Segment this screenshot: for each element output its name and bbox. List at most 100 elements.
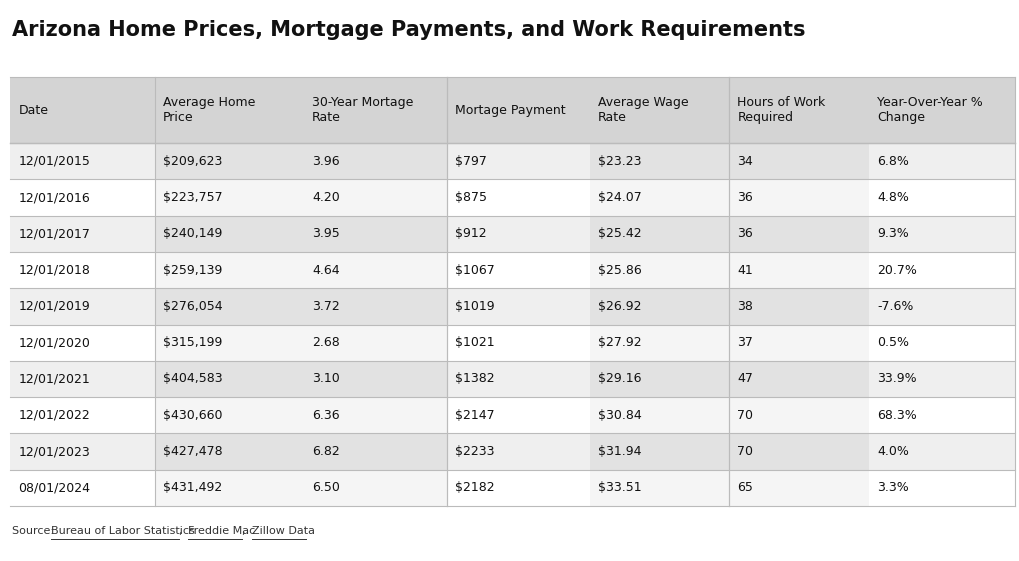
- Bar: [868, 143, 1014, 180]
- Text: 12/01/2015: 12/01/2015: [18, 155, 90, 168]
- Text: 4.64: 4.64: [312, 264, 339, 277]
- Text: $431,492: $431,492: [163, 481, 222, 494]
- Bar: [729, 180, 868, 215]
- Bar: [589, 361, 729, 397]
- Bar: [729, 252, 868, 288]
- Bar: [446, 252, 589, 288]
- Text: 6.82: 6.82: [312, 445, 339, 458]
- Bar: [729, 324, 868, 361]
- Text: 3.3%: 3.3%: [876, 481, 908, 494]
- Text: $1019: $1019: [454, 300, 494, 313]
- Text: 68.3%: 68.3%: [876, 409, 916, 422]
- Bar: [589, 180, 729, 215]
- Text: 0.5%: 0.5%: [876, 336, 908, 349]
- Text: Average Home
Price: Average Home Price: [163, 96, 256, 124]
- Text: 3.96: 3.96: [312, 155, 339, 168]
- Text: $25.86: $25.86: [597, 264, 641, 277]
- Text: Source:: Source:: [12, 526, 58, 536]
- Bar: [155, 215, 304, 252]
- Text: 4.8%: 4.8%: [876, 191, 908, 204]
- Text: $30.84: $30.84: [597, 409, 641, 422]
- Bar: [446, 288, 589, 324]
- Text: 12/01/2019: 12/01/2019: [18, 300, 90, 313]
- Text: $912: $912: [454, 227, 486, 240]
- Text: $315,199: $315,199: [163, 336, 222, 349]
- Bar: [868, 180, 1014, 215]
- Text: 41: 41: [737, 264, 752, 277]
- Text: $1067: $1067: [454, 264, 494, 277]
- Text: 36: 36: [737, 227, 752, 240]
- Text: $259,139: $259,139: [163, 264, 222, 277]
- Bar: [868, 324, 1014, 361]
- Text: $27.92: $27.92: [597, 336, 641, 349]
- Text: 08/01/2024: 08/01/2024: [18, 481, 91, 494]
- Text: 12/01/2020: 12/01/2020: [18, 336, 90, 349]
- Bar: [10, 180, 155, 215]
- Bar: [155, 324, 304, 361]
- Bar: [446, 397, 589, 434]
- Text: $797: $797: [454, 155, 486, 168]
- Text: $25.42: $25.42: [597, 227, 641, 240]
- Bar: [446, 324, 589, 361]
- Text: Date: Date: [18, 104, 48, 117]
- Bar: [729, 470, 868, 506]
- Bar: [10, 434, 155, 470]
- Bar: [304, 434, 446, 470]
- Text: 12/01/2023: 12/01/2023: [18, 445, 90, 458]
- Text: 9.3%: 9.3%: [876, 227, 908, 240]
- Text: 20.7%: 20.7%: [876, 264, 916, 277]
- Text: $26.92: $26.92: [597, 300, 641, 313]
- Bar: [446, 215, 589, 252]
- Bar: [10, 288, 155, 324]
- Text: Hours of Work
Required: Hours of Work Required: [737, 96, 825, 124]
- Text: 47: 47: [737, 373, 753, 385]
- Text: $1021: $1021: [454, 336, 494, 349]
- Bar: [304, 252, 446, 288]
- Text: Freddie Mac: Freddie Mac: [189, 526, 256, 536]
- Text: ,: ,: [178, 526, 185, 536]
- Text: $240,149: $240,149: [163, 227, 222, 240]
- Bar: [304, 324, 446, 361]
- Bar: [589, 215, 729, 252]
- Bar: [155, 180, 304, 215]
- Bar: [589, 397, 729, 434]
- Bar: [868, 434, 1014, 470]
- Bar: [868, 361, 1014, 397]
- Text: 12/01/2021: 12/01/2021: [18, 373, 90, 385]
- Bar: [868, 252, 1014, 288]
- Bar: [729, 288, 868, 324]
- Bar: [729, 397, 868, 434]
- Bar: [729, 143, 868, 180]
- Text: 6.36: 6.36: [312, 409, 339, 422]
- Text: 38: 38: [737, 300, 753, 313]
- Bar: [304, 215, 446, 252]
- Text: 12/01/2018: 12/01/2018: [18, 264, 90, 277]
- Text: 37: 37: [737, 336, 753, 349]
- Bar: [155, 252, 304, 288]
- Text: 3.72: 3.72: [312, 300, 339, 313]
- Bar: [446, 434, 589, 470]
- Text: $1382: $1382: [454, 373, 494, 385]
- Text: 36: 36: [737, 191, 752, 204]
- Bar: [589, 288, 729, 324]
- Bar: [10, 215, 155, 252]
- Text: Zillow Data: Zillow Data: [252, 526, 315, 536]
- Bar: [10, 143, 155, 180]
- Text: Average Wage
Rate: Average Wage Rate: [597, 96, 688, 124]
- Text: Arizona Home Prices, Mortgage Payments, and Work Requirements: Arizona Home Prices, Mortgage Payments, …: [12, 20, 805, 40]
- Text: 70: 70: [737, 409, 753, 422]
- Text: 6.8%: 6.8%: [876, 155, 908, 168]
- Text: $427,478: $427,478: [163, 445, 222, 458]
- Text: $31.94: $31.94: [597, 445, 641, 458]
- Bar: [10, 361, 155, 397]
- Text: $23.23: $23.23: [597, 155, 641, 168]
- Text: $875: $875: [454, 191, 486, 204]
- Text: 3.10: 3.10: [312, 373, 339, 385]
- Bar: [304, 361, 446, 397]
- Text: $24.07: $24.07: [597, 191, 641, 204]
- Bar: [589, 470, 729, 506]
- Text: $209,623: $209,623: [163, 155, 222, 168]
- Bar: [304, 470, 446, 506]
- Bar: [868, 215, 1014, 252]
- Text: $29.16: $29.16: [597, 373, 641, 385]
